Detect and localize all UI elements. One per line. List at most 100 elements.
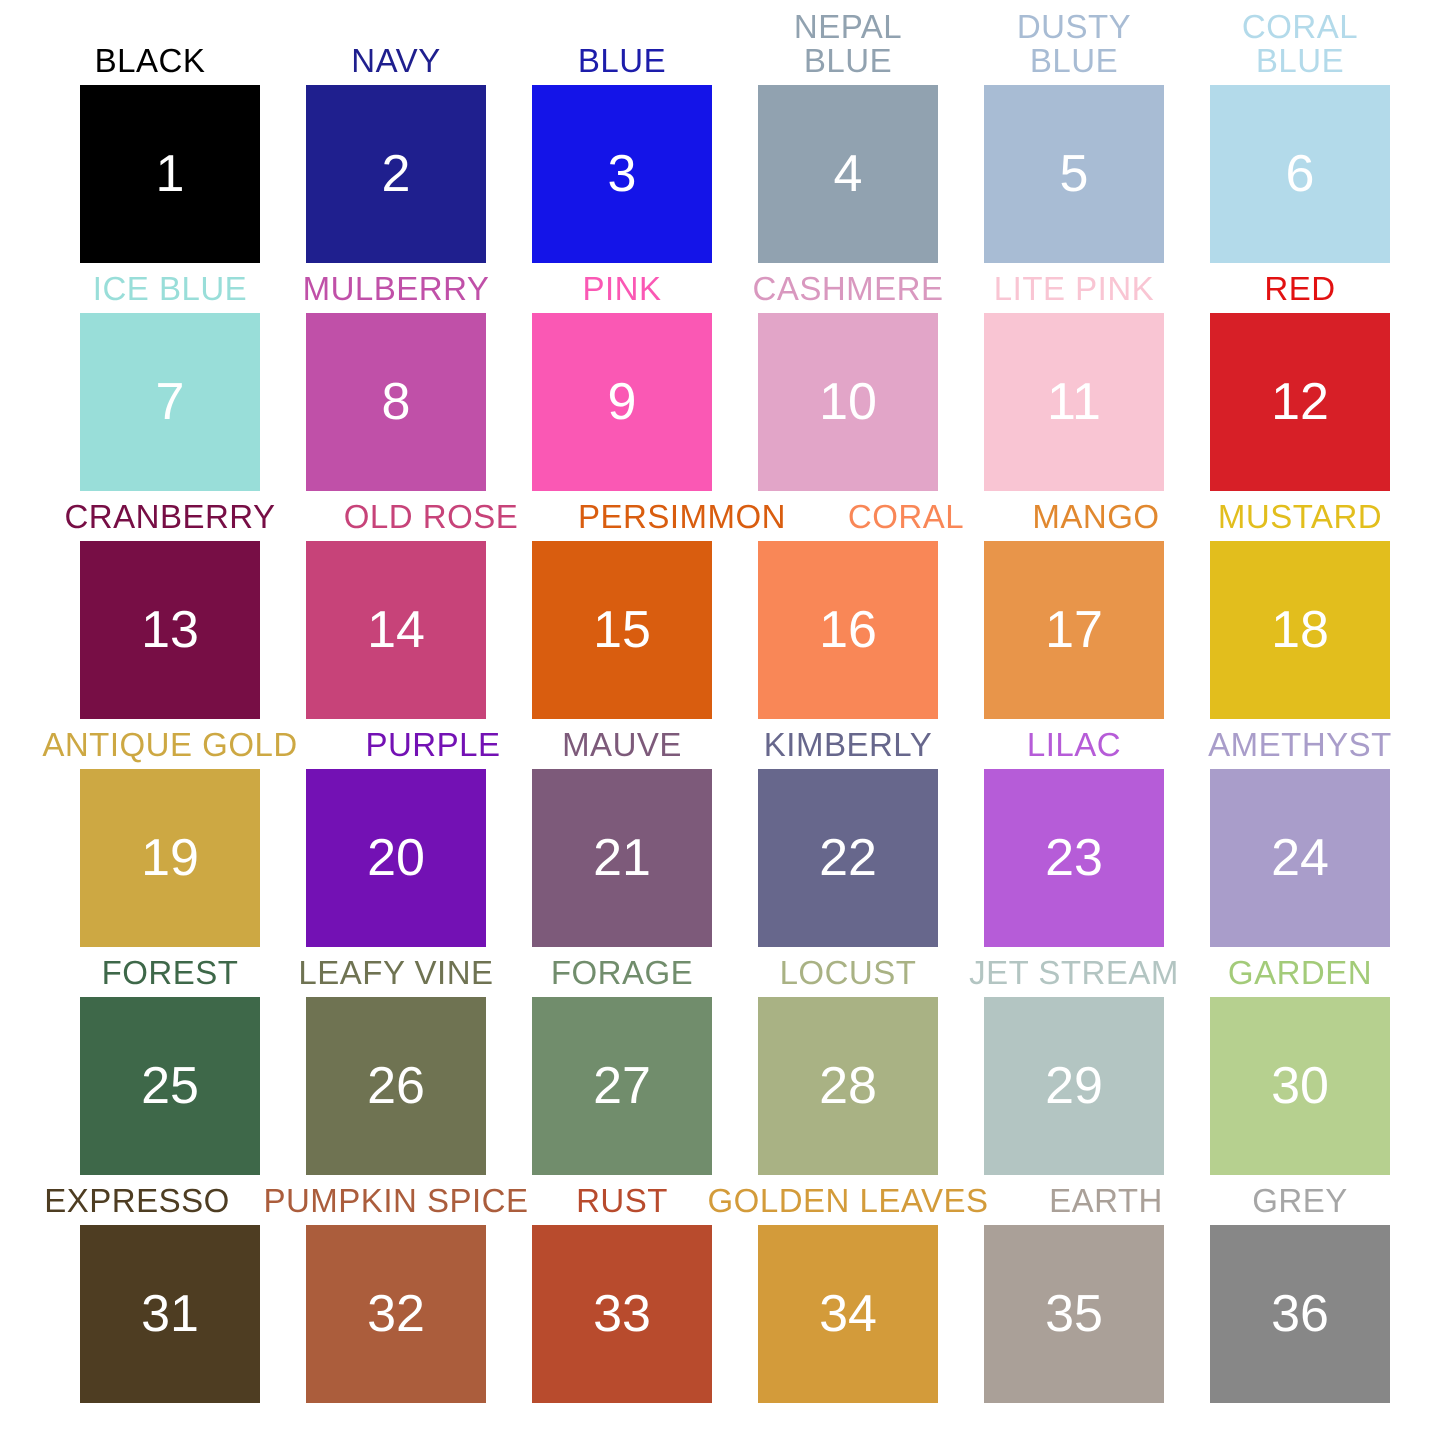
swatch-label: CORAL <box>847 498 965 536</box>
swatch-number: 18 <box>1271 601 1329 659</box>
swatch-number: 23 <box>1045 829 1103 887</box>
swatch-number: 12 <box>1271 373 1329 431</box>
swatch-label: MULBERRY <box>302 270 490 308</box>
swatch-label: BLACK <box>94 42 206 80</box>
swatch-number: 32 <box>367 1285 425 1343</box>
swatch-label: ANTIQUE GOLD <box>42 726 298 764</box>
swatch-number: 33 <box>593 1285 651 1343</box>
swatch-label: PUMPKIN SPICE <box>263 1182 529 1220</box>
swatch-label: LEAFY VINE <box>298 954 494 992</box>
swatch-number: 30 <box>1271 1057 1329 1115</box>
swatch-square: 19 <box>80 769 260 947</box>
swatch-label: MUSTARD <box>1217 498 1383 536</box>
swatch-label: EXPRESSO <box>44 1182 230 1220</box>
swatch-label: GREY <box>1252 1182 1348 1220</box>
color-swatch: ANTIQUE GOLD 19 <box>42 719 297 947</box>
swatch-label: PURPLE <box>365 726 501 764</box>
color-swatch: RUST 33 <box>509 1175 735 1403</box>
swatch-square: 7 <box>80 313 260 491</box>
swatch-number: 26 <box>367 1057 425 1115</box>
color-swatch: CASHMERE 10 <box>735 263 961 491</box>
color-swatch: OLD ROSE 14 <box>283 491 518 719</box>
swatch-label: GOLDEN LEAVES <box>707 1182 989 1220</box>
swatch-label: GARDEN <box>1227 954 1373 992</box>
swatch-square: 18 <box>1210 541 1390 719</box>
swatch-square: 24 <box>1210 769 1390 947</box>
color-swatch: LILAC 23 <box>961 719 1187 947</box>
swatch-label: MANGO <box>1032 498 1160 536</box>
swatch-label: NEPAL BLUE <box>793 7 903 80</box>
color-swatch: GOLDEN LEAVES 34 <box>708 1175 988 1403</box>
color-swatch: CORAL 16 <box>735 491 965 719</box>
swatch-number: 10 <box>819 373 877 431</box>
swatch-square: 2 <box>306 85 486 263</box>
swatch-number: 8 <box>381 373 411 431</box>
swatch-square: 16 <box>758 541 938 719</box>
swatch-label: FOREST <box>101 954 239 992</box>
swatch-number: 13 <box>141 601 199 659</box>
swatch-square: 25 <box>80 997 260 1175</box>
color-swatch: NAVY 2 <box>283 35 509 263</box>
swatch-number: 21 <box>593 829 651 887</box>
swatch-number: 4 <box>833 145 863 203</box>
swatch-label: CASHMERE <box>752 270 944 308</box>
swatch-number: 20 <box>367 829 425 887</box>
swatch-square: 27 <box>532 997 712 1175</box>
swatch-label: EARTH <box>1049 1182 1163 1220</box>
color-swatch: ICE BLUE 7 <box>57 263 283 491</box>
swatch-label: FORAGE <box>550 954 694 992</box>
color-swatch: GREY 36 <box>1187 1175 1413 1403</box>
swatch-label: OLD ROSE <box>343 498 519 536</box>
color-swatch: CORAL BLUE 6 <box>1187 9 1413 263</box>
color-swatch: MUSTARD 18 <box>1187 491 1413 719</box>
color-swatch: PUMPKIN SPICE 32 <box>263 1175 528 1403</box>
swatch-grid: BLACK 1 NAVY 2 BLUE 3 NEPAL BLUE 4 DUSTY… <box>42 9 1413 1403</box>
swatch-number: 19 <box>141 829 199 887</box>
swatch-square: 1 <box>80 85 260 263</box>
swatch-number: 6 <box>1285 145 1315 203</box>
swatch-label: PERSIMMON <box>577 498 787 536</box>
swatch-label: KIMBERLY <box>763 726 933 764</box>
color-swatch: EARTH 35 <box>961 1175 1187 1403</box>
swatch-label: NAVY <box>351 42 441 80</box>
swatch-label: RUST <box>576 1182 668 1220</box>
swatch-square: 6 <box>1210 85 1390 263</box>
swatch-label: BLUE <box>577 42 667 80</box>
swatch-number: 36 <box>1271 1285 1329 1343</box>
swatch-square: 31 <box>80 1225 260 1403</box>
swatch-square: 15 <box>532 541 712 719</box>
swatch-square: 29 <box>984 997 1164 1175</box>
color-swatch: BLUE 3 <box>509 35 735 263</box>
color-swatch: LOCUST 28 <box>735 947 961 1175</box>
swatch-square: 14 <box>306 541 486 719</box>
swatch-number: 35 <box>1045 1285 1103 1343</box>
swatch-label: MAUVE <box>562 726 682 764</box>
color-swatch: DUSTY BLUE 5 <box>961 9 1187 263</box>
swatch-square: 4 <box>758 85 938 263</box>
swatch-label: AMETHYST <box>1208 726 1392 764</box>
color-swatch: FORAGE 27 <box>509 947 735 1175</box>
swatch-number: 27 <box>593 1057 651 1115</box>
color-swatch: KIMBERLY 22 <box>735 719 961 947</box>
color-swatch: GARDEN 30 <box>1187 947 1413 1175</box>
color-swatch: BLACK 1 <box>57 35 283 263</box>
swatch-square: 35 <box>984 1225 1164 1403</box>
color-swatch: PINK 9 <box>509 263 735 491</box>
swatch-square: 3 <box>532 85 712 263</box>
swatch-number: 22 <box>819 829 877 887</box>
color-swatch: PURPLE 20 <box>283 719 509 947</box>
color-swatch: RED 12 <box>1187 263 1413 491</box>
swatch-square: 12 <box>1210 313 1390 491</box>
swatch-square: 30 <box>1210 997 1390 1175</box>
swatch-number: 17 <box>1045 601 1103 659</box>
swatch-square: 17 <box>984 541 1164 719</box>
color-swatch: LITE PINK 11 <box>961 263 1187 491</box>
swatch-square: 26 <box>306 997 486 1175</box>
swatch-square: 11 <box>984 313 1164 491</box>
color-swatch: PERSIMMON 15 <box>509 491 786 719</box>
swatch-square: 20 <box>306 769 486 947</box>
swatch-square: 36 <box>1210 1225 1390 1403</box>
swatch-square: 22 <box>758 769 938 947</box>
swatch-number: 34 <box>819 1285 877 1343</box>
swatch-number: 24 <box>1271 829 1329 887</box>
